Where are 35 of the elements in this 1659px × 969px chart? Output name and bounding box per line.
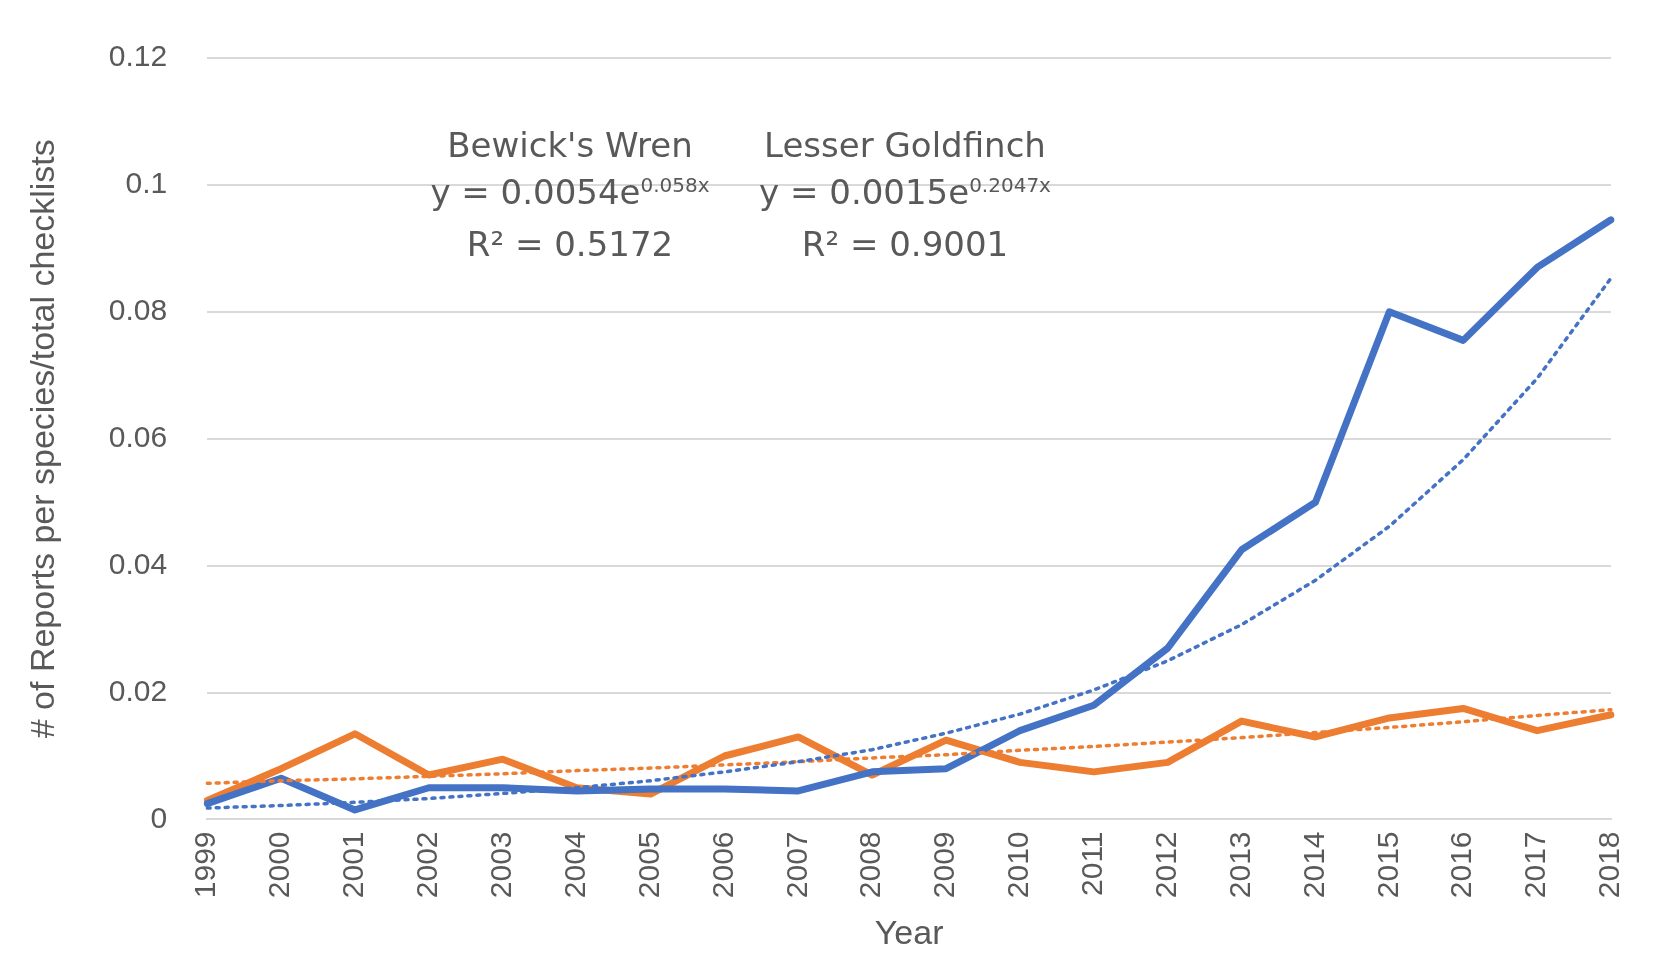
x-tick-label: 2012	[1148, 831, 1182, 899]
annotation: Lesser Goldfinch	[764, 125, 1046, 165]
y-tick-label: 0.02	[108, 673, 168, 707]
x-tick-label: 2015	[1370, 831, 1404, 899]
x-tick-label: 2013	[1222, 831, 1256, 899]
x-tick-label: 2003	[483, 831, 517, 899]
x-tick-label: 2006	[705, 831, 739, 899]
x-tick-label: 2000	[262, 831, 296, 899]
y-tick-label: 0.06	[108, 420, 168, 453]
annotation: Bewick's Wren	[447, 125, 693, 165]
annotation: y = 0.0015e$^{0.2047x}$	[759, 172, 1051, 212]
y-tick-label: 0.12	[108, 39, 168, 73]
x-tick-label: 1999	[188, 831, 222, 899]
y-tick-label: 0.04	[108, 546, 168, 580]
x-tick-label: 2004	[557, 831, 591, 899]
x-tick-label: 2009	[927, 831, 961, 899]
x-axis-title: Year	[874, 912, 944, 951]
x-tick-label: 2018	[1592, 831, 1626, 899]
x-tick-label: 2011	[1075, 831, 1109, 896]
y-axis-title: # of Reports per species/total checklists	[22, 139, 61, 739]
annotation: y = 0.0054e$^{0.058x}$	[430, 172, 710, 212]
y-tick-label: 0.1	[125, 166, 168, 200]
x-tick-label: 2002	[410, 831, 444, 899]
y-tick-label: 0.08	[108, 293, 168, 327]
x-tick-label: 2010	[1001, 831, 1035, 899]
x-tick-label: 2016	[1444, 831, 1478, 899]
annotation: R² = 0.9001	[801, 224, 1009, 264]
annotation: R² = 0.5172	[466, 224, 674, 264]
x-tick-label: 2007	[779, 831, 813, 899]
x-tick-label: 2017	[1518, 831, 1552, 899]
y-tick-label: 0	[150, 800, 168, 834]
x-tick-label: 2001	[336, 831, 370, 899]
x-tick-label: 2005	[631, 831, 665, 899]
x-tick-label: 2014	[1296, 831, 1330, 899]
x-tick-label: 2008	[853, 831, 887, 899]
